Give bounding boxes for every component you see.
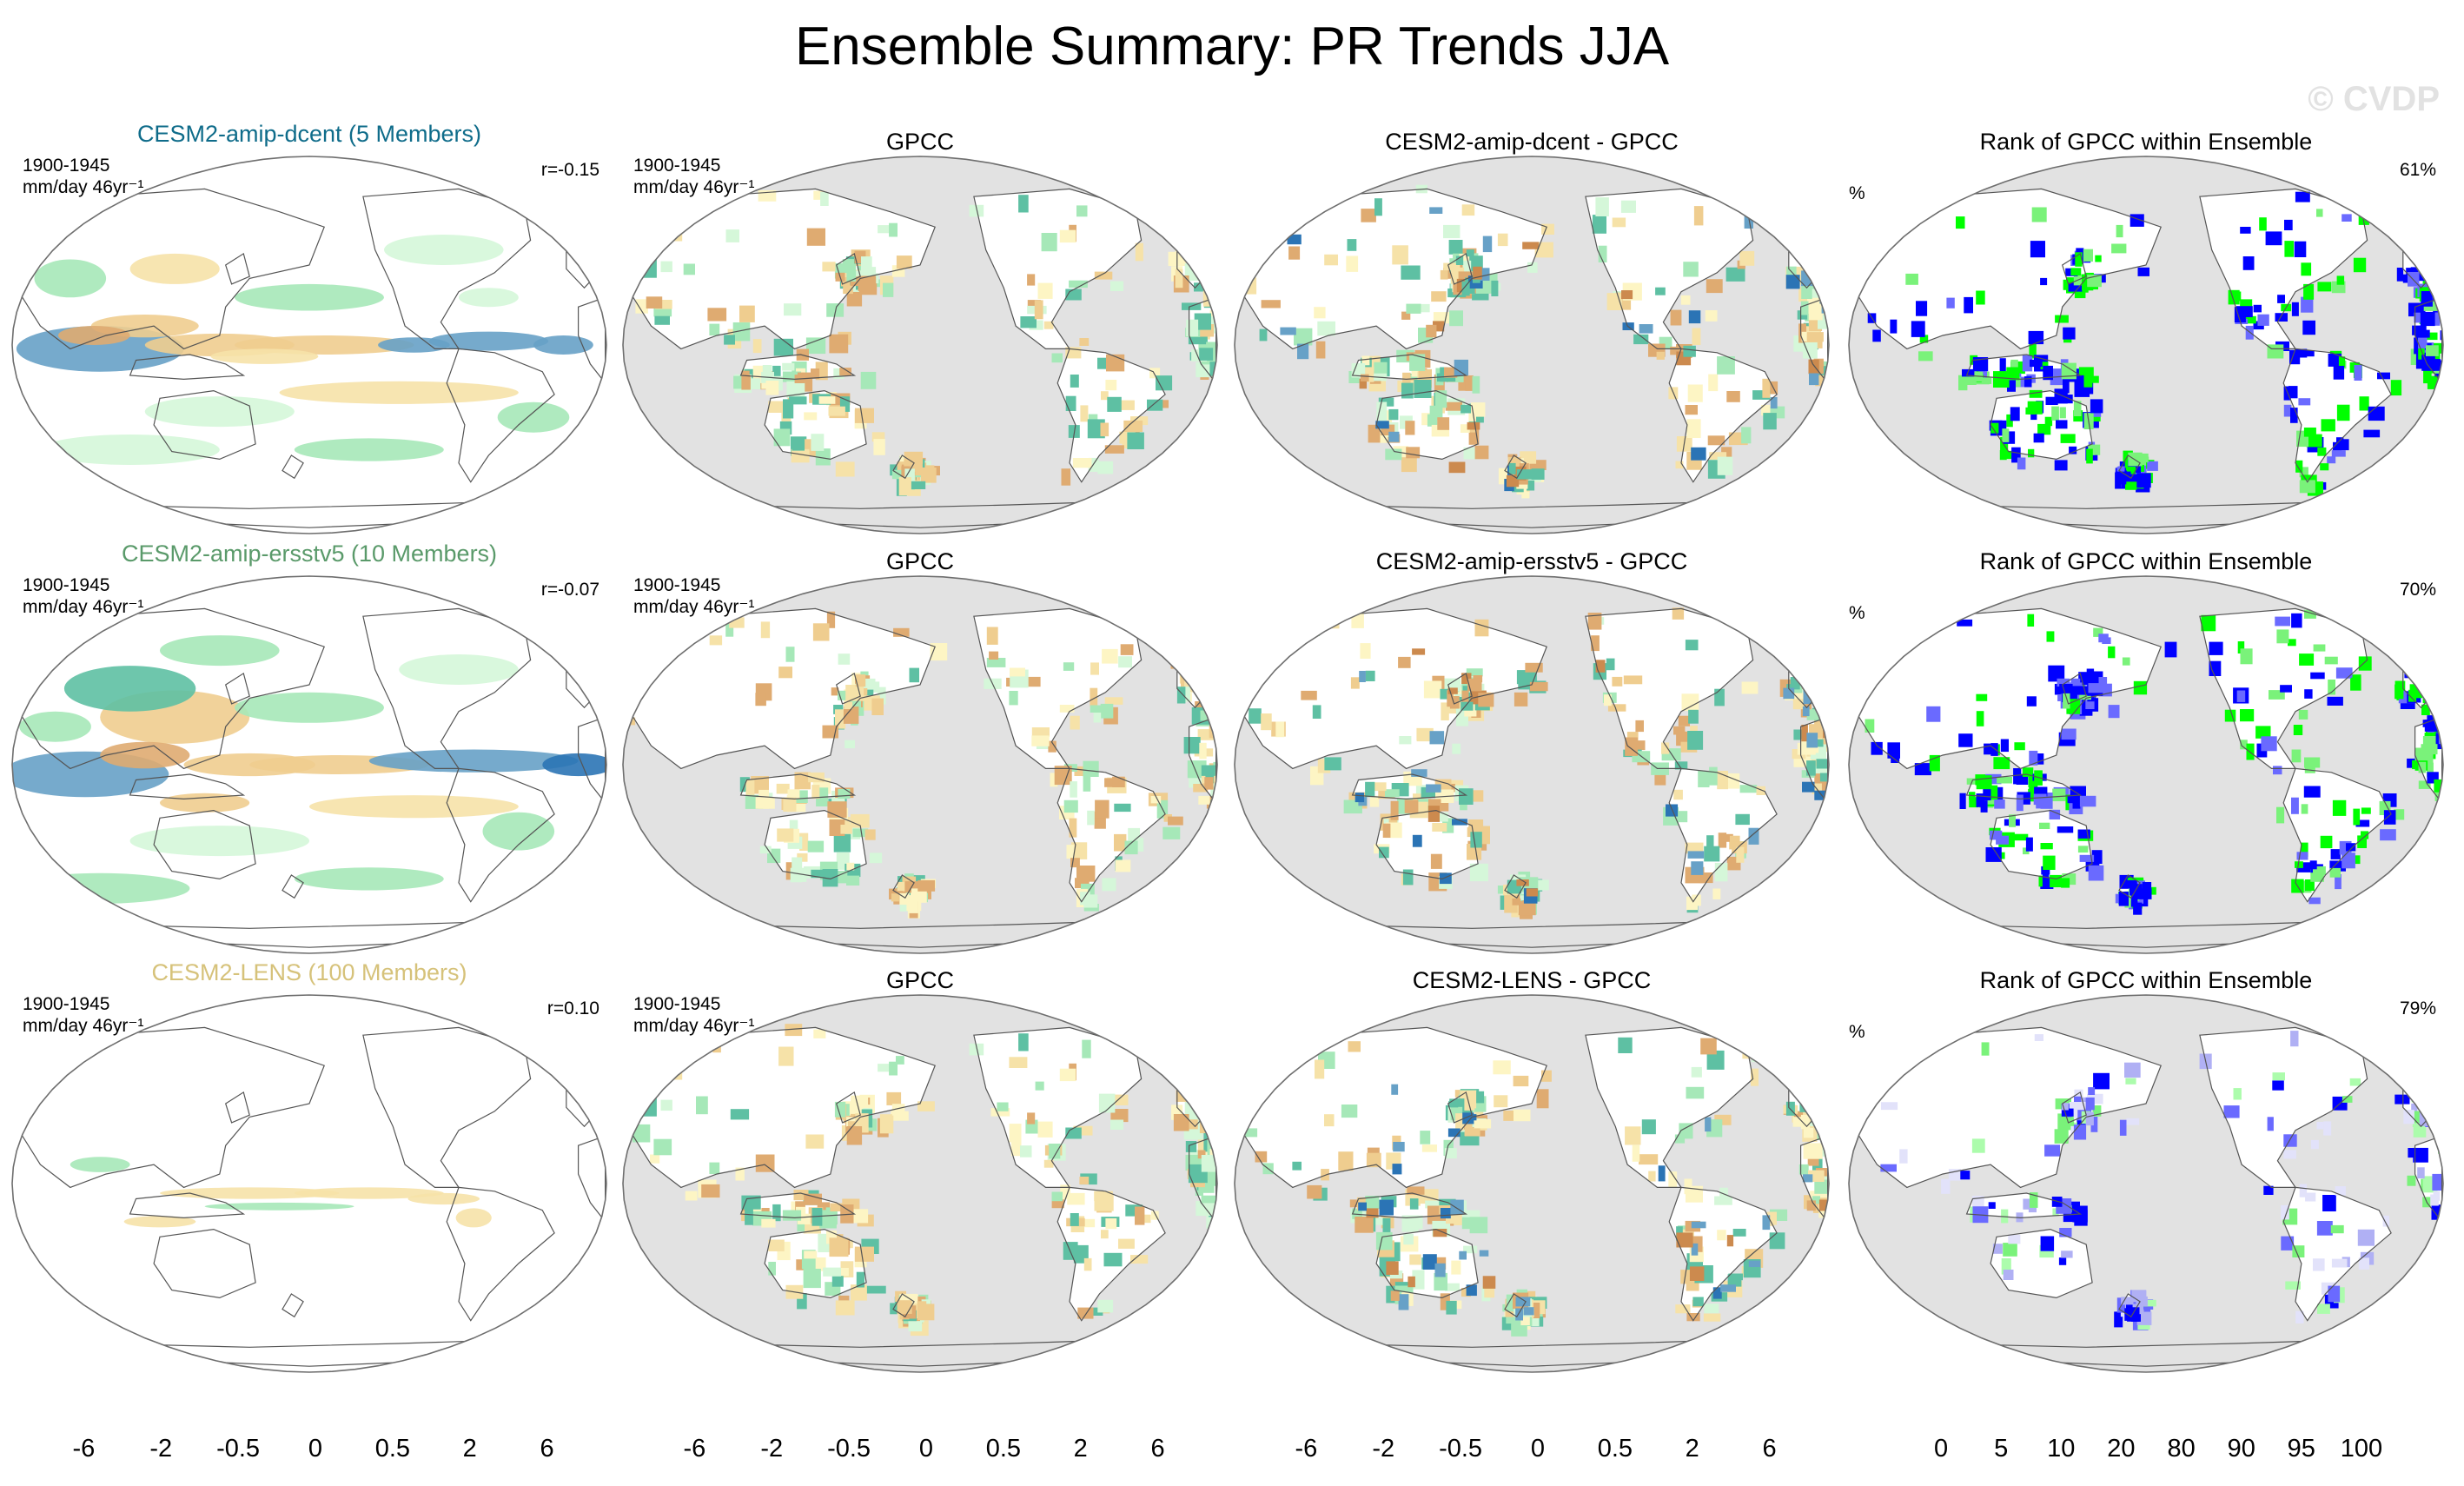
panel-title-obs-1: GPCC xyxy=(885,129,954,155)
panel-title-model-2: CESM2-amip-ersstv5 (10 Members) xyxy=(121,541,498,567)
colorbar-tick-label: 90 xyxy=(2228,1435,2255,1463)
rank-percent-3: 79% xyxy=(2399,998,2436,1018)
panel-period-label-obs-1: 1900-1945 mm/day 46yr⁻¹ xyxy=(633,155,754,198)
panel-period-label-obs-2: 1900-1945 mm/day 46yr⁻¹ xyxy=(633,574,754,618)
period-text: 1900-1945 xyxy=(633,994,721,1014)
panel-title-obs-3: GPCC xyxy=(885,967,954,993)
colorbar-tick-label: 0 xyxy=(1531,1435,1545,1463)
colorbar-tick-label: 2 xyxy=(1686,1435,1699,1463)
colorbar-tick-label: -2 xyxy=(149,1435,172,1463)
units-text: mm/day 46yr⁻¹ xyxy=(23,177,144,197)
colorbar-tick-label: -2 xyxy=(760,1435,783,1463)
rank-percent-2: 70% xyxy=(2399,580,2436,600)
colorbar-tick-label: -0.5 xyxy=(216,1435,260,1463)
colorbar-tick-label: 10 xyxy=(2047,1435,2075,1463)
colorbar-tick-label: 20 xyxy=(2107,1435,2135,1463)
colorbar-tick-label: 5 xyxy=(1994,1435,2008,1463)
colorbar-tick-label: 6 xyxy=(540,1435,554,1463)
period-text: 1900-1945 xyxy=(23,994,110,1014)
colorbar-tick-label: 0.5 xyxy=(986,1435,1021,1463)
cvdp-watermark: © CVDP xyxy=(2308,80,2440,118)
map-obs-2 xyxy=(622,575,1218,954)
pattern-correlation-1: r=-0.15 xyxy=(540,160,599,180)
colorbar-4: 0 5 10 20 80 90 95 100 xyxy=(1934,1435,2382,1463)
map-diff-2 xyxy=(1234,575,1830,954)
colorbar-tick-label: 80 xyxy=(2167,1435,2195,1463)
panel-title-diff-1: CESM2-amip-dcent - GPCC xyxy=(1385,129,1679,155)
panel-period-label-model-2: 1900-1945 mm/day 46yr⁻¹ xyxy=(23,574,143,618)
units-text: mm/day 46yr⁻¹ xyxy=(633,597,755,617)
colorbar-tick-label: -0.5 xyxy=(827,1435,871,1463)
colorbar-tick-label: 6 xyxy=(1763,1435,1777,1463)
colorbar-tick-label: 0.5 xyxy=(375,1435,410,1463)
colorbar-tick-label: 0 xyxy=(1934,1435,1948,1463)
map-obs-3 xyxy=(622,994,1218,1373)
colorbar-tick-label: -6 xyxy=(73,1435,96,1463)
rank-unit-label-1: % xyxy=(1849,183,1865,203)
period-text: 1900-1945 xyxy=(23,156,110,176)
pattern-correlation-2: r=-0.07 xyxy=(540,580,599,600)
colorbar-tick-label: 95 xyxy=(2288,1435,2315,1463)
pattern-correlation-3: r=0.10 xyxy=(546,998,599,1018)
colorbar-tick-label: 0 xyxy=(308,1435,322,1463)
panel-title-rank-3: Rank of GPCC within Ensemble xyxy=(1979,967,2313,993)
map-model-3 xyxy=(11,994,607,1373)
colorbar-1: -6 -2 -0.5 0 0.5 2 6 xyxy=(73,1435,554,1463)
period-text: 1900-1945 xyxy=(633,156,721,176)
map-rank-1 xyxy=(1848,156,2444,534)
panel-period-label-model-1: 1900-1945 mm/day 46yr⁻¹ xyxy=(23,155,143,198)
colorbar-tick-label: 100 xyxy=(2341,1435,2382,1463)
units-text: mm/day 46yr⁻¹ xyxy=(633,177,755,197)
rank-percent-1: 61% xyxy=(2399,160,2436,180)
panel-title-rank-1: Rank of GPCC within Ensemble xyxy=(1979,129,2313,155)
colorbar-tick-label: -2 xyxy=(1372,1435,1394,1463)
colorbar-tick-label: 2 xyxy=(1074,1435,1088,1463)
panel-title-diff-2: CESM2-amip-ersstv5 - GPCC xyxy=(1375,548,1688,574)
colorbar-tick-label: 0 xyxy=(919,1435,933,1463)
colorbar-3: -6 -2 -0.5 0 0.5 2 6 xyxy=(1295,1435,1777,1463)
panel-period-label-model-3: 1900-1945 mm/day 46yr⁻¹ xyxy=(23,993,143,1037)
rank-unit-label-2: % xyxy=(1849,603,1865,623)
map-diff-3 xyxy=(1234,994,1830,1373)
rank-unit-label-3: % xyxy=(1849,1022,1865,1042)
period-text: 1900-1945 xyxy=(23,575,110,595)
colorbar-tick-label: -0.5 xyxy=(1439,1435,1482,1463)
main-title: Ensemble Summary: PR Trends JJA xyxy=(794,17,1670,76)
colorbar-tick-label: 2 xyxy=(463,1435,477,1463)
units-text: mm/day 46yr⁻¹ xyxy=(23,597,144,617)
panel-title-diff-3: CESM2-LENS - GPCC xyxy=(1412,967,1652,993)
period-text: 1900-1945 xyxy=(633,575,721,595)
colorbar-tick-label: 0.5 xyxy=(1598,1435,1633,1463)
colorbar-2: -6 -2 -0.5 0 0.5 2 6 xyxy=(684,1435,1165,1463)
map-diff-1 xyxy=(1234,156,1830,534)
colorbar-tick-label: 6 xyxy=(1151,1435,1165,1463)
map-model-2 xyxy=(11,575,607,954)
panel-title-model-1: CESM2-amip-dcent (5 Members) xyxy=(136,121,482,147)
panel-title-obs-2: GPCC xyxy=(885,548,954,574)
map-obs-1 xyxy=(622,156,1218,534)
map-rank-2 xyxy=(1848,575,2444,954)
panel-title-rank-2: Rank of GPCC within Ensemble xyxy=(1979,548,2313,574)
colorbar-tick-label: -6 xyxy=(1295,1435,1318,1463)
map-rank-3 xyxy=(1848,994,2444,1373)
map-model-1 xyxy=(11,156,607,534)
units-text: mm/day 46yr⁻¹ xyxy=(633,1016,755,1036)
colorbar-tick-label: -6 xyxy=(684,1435,706,1463)
units-text: mm/day 46yr⁻¹ xyxy=(23,1016,144,1036)
panel-title-model-3: CESM2-LENS (100 Members) xyxy=(151,959,467,985)
panel-period-label-obs-3: 1900-1945 mm/day 46yr⁻¹ xyxy=(633,993,754,1037)
